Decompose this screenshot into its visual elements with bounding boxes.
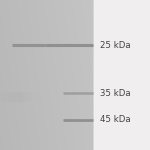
Text: 45 kDa: 45 kDa (100, 116, 131, 124)
FancyBboxPatch shape (93, 0, 150, 150)
Text: 35 kDa: 35 kDa (100, 88, 131, 98)
Text: 25 kDa: 25 kDa (100, 40, 131, 50)
